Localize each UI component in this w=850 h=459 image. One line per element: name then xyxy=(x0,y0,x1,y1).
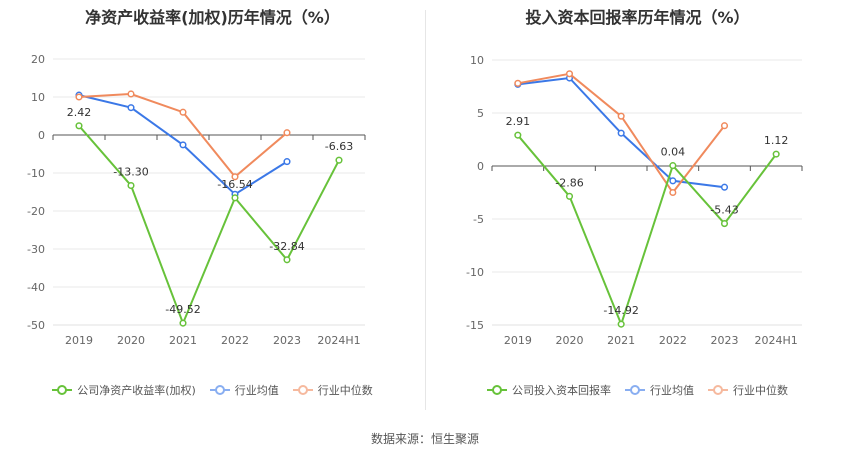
y-tick-label: -10 xyxy=(466,266,484,279)
x-tick-label: 2023 xyxy=(273,334,301,347)
y-tick-label: -5 xyxy=(473,213,484,226)
legend-label: 行业中位数 xyxy=(317,384,373,397)
legend-label: 公司投入资本回报率 xyxy=(512,384,611,397)
x-tick-label: 2024H1 xyxy=(755,334,798,347)
data-point xyxy=(669,177,677,185)
data-point xyxy=(565,192,574,200)
data-label: -5.43 xyxy=(710,204,738,217)
data-point xyxy=(127,181,135,190)
y-tick-label: -10 xyxy=(27,167,45,180)
data-label: 1.12 xyxy=(764,134,789,147)
data-point xyxy=(179,108,187,116)
y-tick-label: -30 xyxy=(27,243,45,256)
legend-item[interactable]: 行业中位数 xyxy=(708,382,788,398)
data-point xyxy=(617,129,625,137)
data-point xyxy=(669,188,677,197)
x-tick-label: 2023 xyxy=(711,334,739,347)
legend-swatch-icon xyxy=(292,385,313,395)
data-label: -32.84 xyxy=(269,240,304,253)
series-line xyxy=(78,125,340,326)
chart-title: 投入资本回报率历年情况（%） xyxy=(525,8,750,27)
chart-legend: 公司投入资本回报率 行业均值 行业中位数 xyxy=(425,382,850,398)
y-tick-label: 10 xyxy=(470,54,484,67)
roic-chart-panel: 投入资本回报率历年情况（%） 10 5 0 -5 -10 -15 2019 2020 2021 2… xyxy=(425,0,850,410)
y-tick-label: -15 xyxy=(466,319,484,332)
roe-line-chart: 20 10 0 -10 -20 -30 -40 -50 2019 2020 2021 2022 2023… xyxy=(27,53,366,347)
data-point xyxy=(514,131,522,139)
data-point xyxy=(617,320,625,328)
data-label: -49.52 xyxy=(165,303,200,316)
y-tick-label: 20 xyxy=(31,53,45,66)
data-point xyxy=(231,173,239,181)
legend-item[interactable]: 行业中位数 xyxy=(292,382,373,398)
data-point xyxy=(669,162,677,170)
roe-chart-panel: 净资产收益率(加权)历年情况（%） 20 10 0 -10 -20 -30 -40 -50 20… xyxy=(0,0,425,410)
data-label: 2.91 xyxy=(506,115,530,128)
data-point xyxy=(514,79,522,87)
data-point xyxy=(720,220,729,228)
data-label: -13.30 xyxy=(113,166,148,179)
y-tick-label: -20 xyxy=(27,205,45,218)
data-source-note: 数据来源：恒生聚源 xyxy=(370,432,479,446)
data-label: 0.04 xyxy=(661,146,686,159)
y-tick-label: 5 xyxy=(477,107,484,120)
x-tick-label: 2021 xyxy=(607,334,635,347)
x-tick-label: 2019 xyxy=(65,334,93,347)
data-point xyxy=(75,122,83,130)
chart-legend: 公司净资产收益率(加权) 行业均值 行业中位数 xyxy=(0,382,425,398)
data-point xyxy=(75,93,83,101)
data-label: -6.63 xyxy=(325,140,353,153)
x-tick-label: 2020 xyxy=(117,334,145,347)
legend-label: 行业中位数 xyxy=(733,384,788,397)
legend-label: 行业均值 xyxy=(650,384,694,397)
legend-swatch-icon xyxy=(52,385,73,395)
legend-swatch-icon xyxy=(209,385,230,395)
data-label: -2.86 xyxy=(555,176,583,189)
y-tick-label: 0 xyxy=(477,160,484,173)
data-point xyxy=(127,90,135,98)
legend-swatch-icon xyxy=(487,385,507,395)
legend-swatch-icon xyxy=(708,385,728,395)
x-tick-label: 2022 xyxy=(221,334,249,347)
roic-line-chart: 10 5 0 -5 -10 -15 2019 2020 2021 2022 2023 2024H1 2.… xyxy=(466,54,803,347)
legend-item[interactable]: 行业均值 xyxy=(625,382,694,398)
chart-title: 净资产收益率(加权)历年情况（%） xyxy=(85,8,340,27)
data-point xyxy=(283,256,291,264)
y-tick-label: 10 xyxy=(31,91,45,104)
data-point xyxy=(335,156,343,164)
x-tick-label: 2019 xyxy=(504,334,532,347)
y-tick-label: -40 xyxy=(27,281,45,294)
panel-divider xyxy=(425,10,426,410)
x-tick-label: 2021 xyxy=(169,334,197,347)
legend-item[interactable]: 公司投入资本回报率 xyxy=(487,382,611,398)
y-tick-label: 0 xyxy=(38,129,45,142)
data-point xyxy=(720,122,729,130)
data-point xyxy=(127,104,135,112)
legend-label: 行业均值 xyxy=(234,384,279,397)
data-point xyxy=(179,141,187,149)
y-tick-label: -50 xyxy=(27,319,45,332)
series-line xyxy=(517,134,778,328)
data-point xyxy=(283,158,291,166)
data-point xyxy=(617,112,625,120)
data-label: -14.92 xyxy=(603,304,638,317)
x-tick-label: 2022 xyxy=(659,334,687,347)
legend-item[interactable]: 公司净资产收益率(加权) xyxy=(52,382,196,398)
data-label: 2.42 xyxy=(67,106,92,119)
x-tick-label: 2024H1 xyxy=(317,334,360,347)
x-tick-label: 2020 xyxy=(556,334,584,347)
data-point xyxy=(179,319,187,327)
data-label: -16.54 xyxy=(217,178,252,191)
legend-label: 公司净资产收益率(加权) xyxy=(77,384,196,397)
legend-swatch-icon xyxy=(625,385,645,395)
data-point xyxy=(283,129,291,137)
data-point xyxy=(231,194,239,202)
data-point xyxy=(772,150,780,158)
legend-item[interactable]: 行业均值 xyxy=(209,382,279,398)
data-point xyxy=(565,70,574,78)
data-point xyxy=(720,183,729,191)
